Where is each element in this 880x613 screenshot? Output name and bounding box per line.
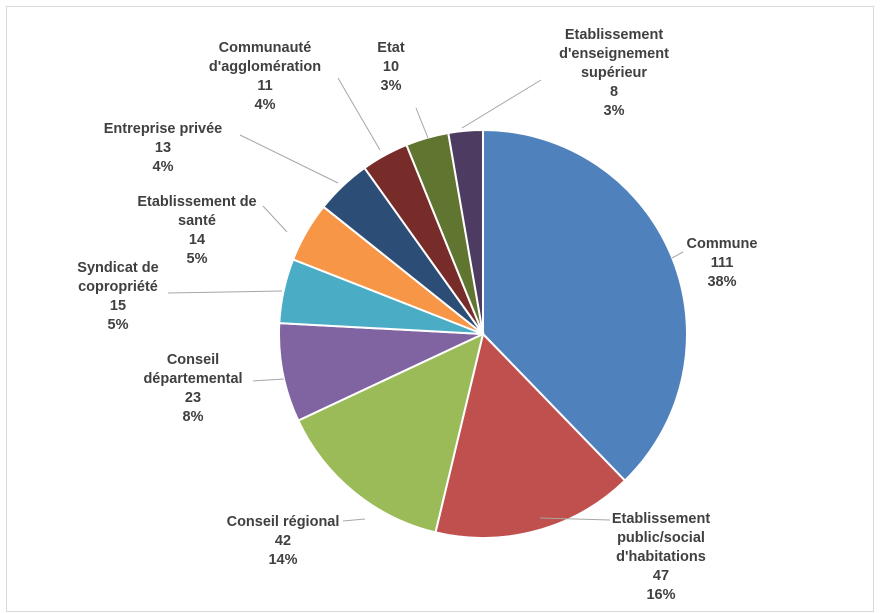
pie-slice	[447, 128, 484, 335]
data-label-line: Etablissement	[565, 27, 663, 43]
data-label-line: 42	[275, 533, 291, 549]
data-label: Conseil départemental 23 8%	[143, 352, 242, 425]
data-label-line: Entreprise privée	[104, 121, 222, 137]
data-label-line: 15	[110, 298, 126, 314]
data-label-line: 3%	[381, 78, 402, 94]
data-label: Communauté d'agglomération 11 4%	[209, 40, 321, 113]
pie-slices	[278, 128, 688, 539]
leader-line	[415, 107, 429, 139]
data-label-line: Etat	[377, 40, 405, 56]
data-label-line: santé	[178, 213, 216, 229]
leader-lines	[167, 77, 684, 522]
pie-slice	[278, 322, 484, 422]
data-label: Etablissement de santé 14 5%	[137, 194, 256, 267]
data-label-line: copropriété	[78, 279, 158, 295]
leader-line	[252, 378, 285, 382]
data-label-line: public/social	[617, 530, 705, 546]
data-label-line: 5%	[187, 251, 208, 267]
data-label: Commune 111 38%	[687, 236, 758, 290]
data-label-line: supérieur	[581, 65, 647, 81]
data-label: Etablissement d'enseignement supérieur 8 3%	[559, 27, 669, 119]
leader-line	[262, 205, 288, 233]
data-label: Etablissement public/social d'habitations 4…	[612, 511, 710, 603]
leader-line	[461, 79, 542, 129]
data-label: Etat 10 3%	[377, 40, 405, 94]
leader-line	[167, 290, 283, 294]
data-label-line: Etablissement	[612, 511, 710, 527]
data-label-line: 47	[653, 568, 669, 584]
data-labels: Commune 111 38%Etablissement public/social d…	[77, 27, 757, 603]
data-label-line: Etablissement de	[137, 194, 256, 210]
data-label-line: 3%	[604, 103, 625, 119]
leader-line	[539, 517, 611, 521]
data-label-line: Conseil régional	[227, 514, 340, 530]
data-label-line: d'enseignement	[559, 46, 669, 62]
data-label: Conseil régional 42 14%	[227, 514, 340, 568]
leader-line	[239, 134, 339, 184]
data-label-line: 38%	[707, 274, 736, 290]
data-label-line: 23	[185, 390, 201, 406]
data-label-line: 4%	[255, 97, 276, 113]
data-label-line: 4%	[153, 159, 174, 175]
data-label-line: Communauté	[219, 40, 312, 56]
data-label-line: 5%	[108, 317, 129, 333]
leader-line	[337, 77, 381, 151]
data-label-line: 111	[711, 255, 734, 271]
data-label: Syndicat de copropriété 15 5%	[77, 260, 158, 333]
data-label-line: 10	[383, 59, 399, 75]
data-label-line: d'habitations	[616, 549, 706, 565]
data-label-line: 11	[257, 78, 272, 94]
pie-slice	[434, 331, 627, 539]
data-label-line: 8%	[183, 409, 204, 425]
data-label-line: Syndicat de	[77, 260, 158, 276]
data-label-line: 13	[155, 140, 171, 156]
data-label-line: 16%	[646, 587, 675, 603]
data-label-line: départemental	[143, 371, 242, 387]
data-label-line: 14	[189, 232, 205, 248]
leader-line	[342, 518, 366, 522]
data-label-line: 14%	[268, 552, 297, 568]
data-label-line: Conseil	[167, 352, 219, 368]
pie-slice	[296, 332, 485, 534]
leader-line	[671, 251, 684, 259]
data-label-line: 8	[610, 84, 618, 100]
data-label: Entreprise privée 13 4%	[104, 121, 222, 175]
data-label-line: d'agglomération	[209, 59, 321, 75]
data-label-line: Commune	[687, 236, 758, 252]
